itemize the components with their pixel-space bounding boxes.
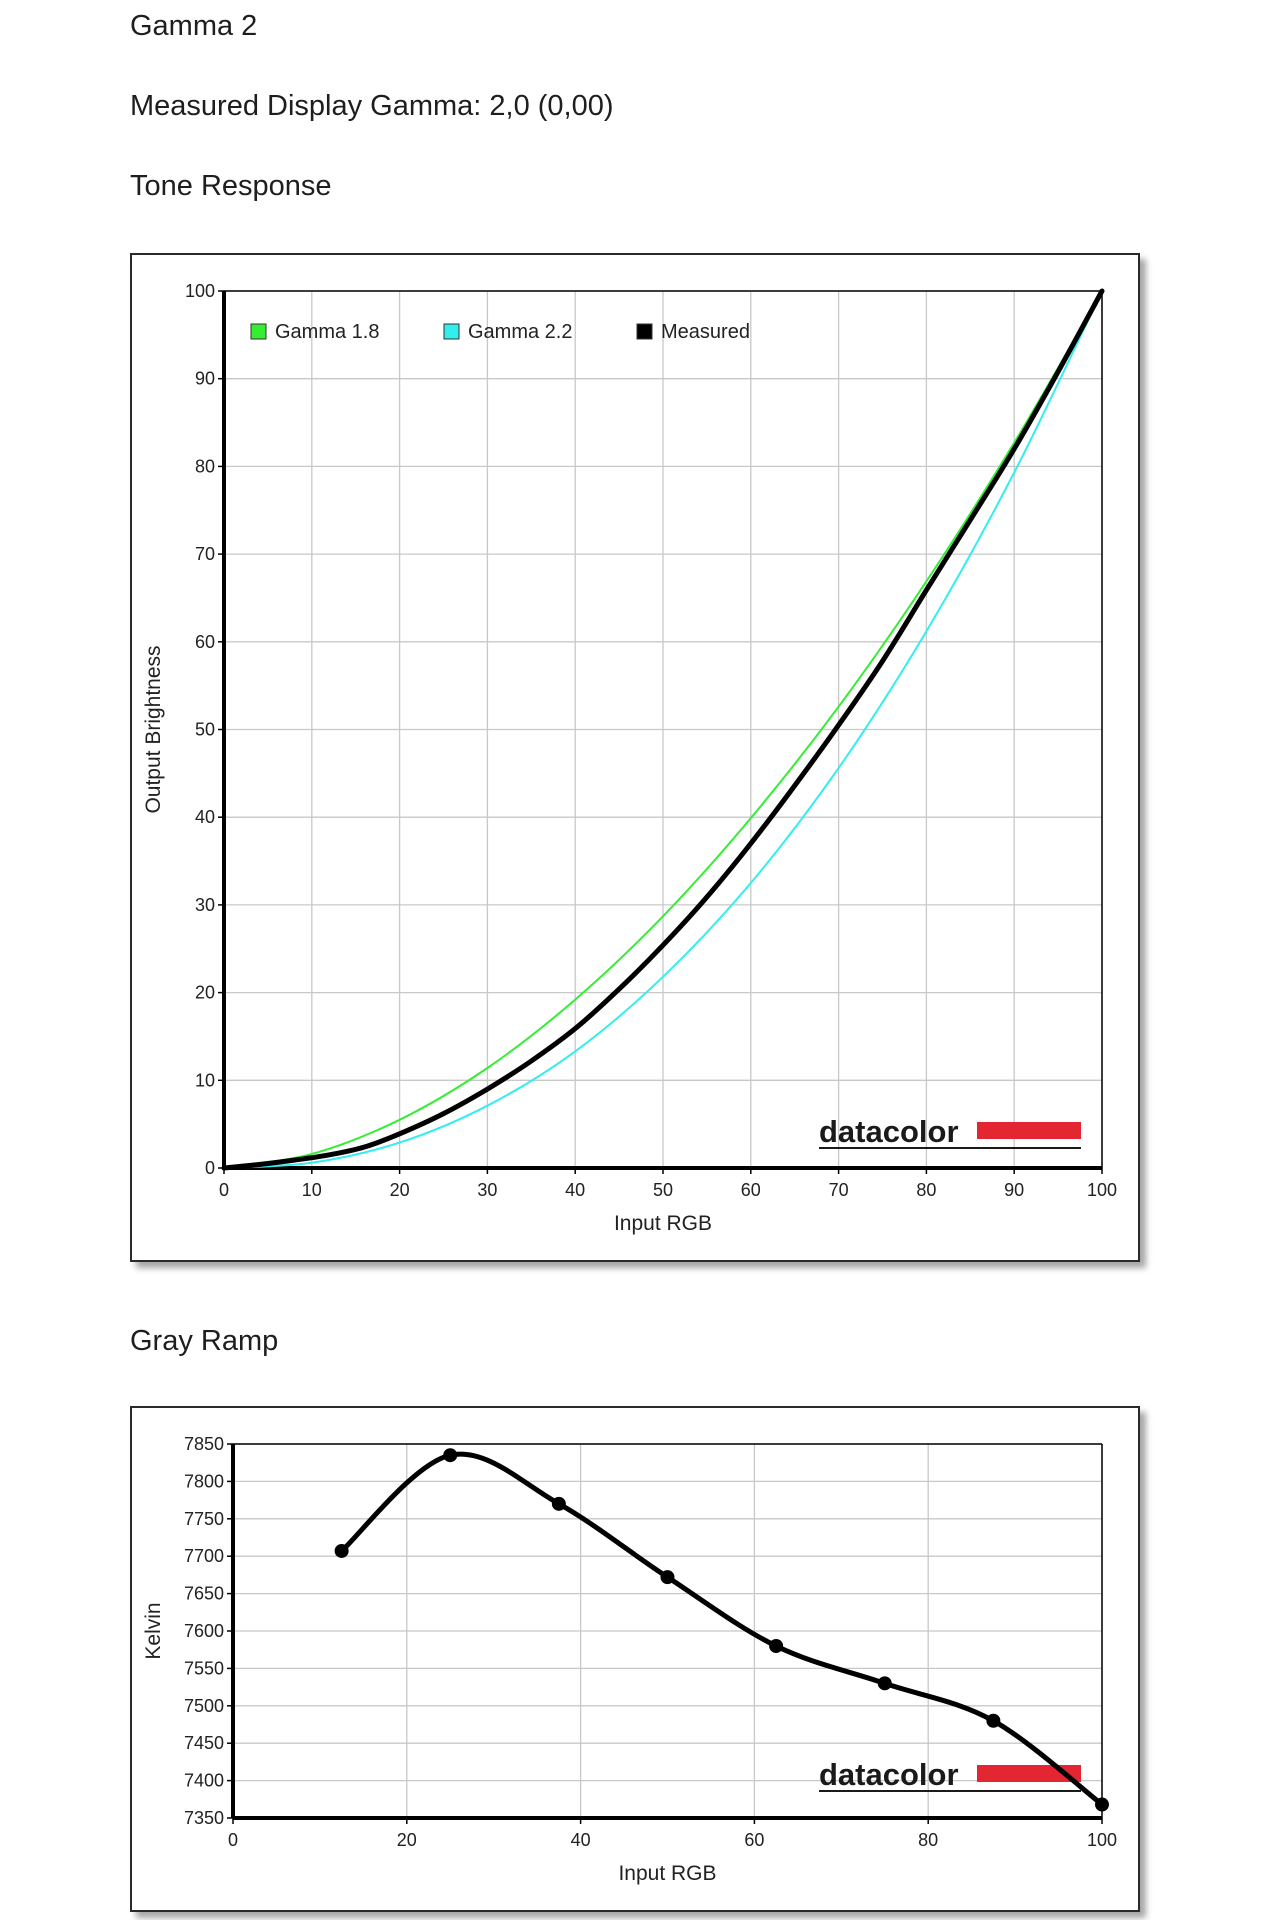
legend-label-measured: Measured: [661, 321, 750, 343]
y-tick-label: 40: [195, 807, 215, 827]
y-tick-label: 7450: [184, 1733, 224, 1753]
tone-response-panel: 0 10 20 30 40 50 60 70 80 90 100 0 10 20 30 40 50 60 70 80 9…: [130, 253, 1140, 1262]
y-tick-label: 7600: [184, 1621, 224, 1641]
x-tick-label: 0: [219, 1180, 229, 1200]
y-tick-label: 60: [195, 632, 215, 652]
y-tick-label: 0: [205, 1158, 215, 1178]
tone-response-heading: Tone Response: [130, 170, 332, 202]
gray-ramp-panel: 0 20 40 60 80 100 7350 7400 7450 7500 7550 7600 7650…: [130, 1406, 1140, 1912]
gray-ramp-heading: Gray Ramp: [130, 1325, 279, 1357]
x-tick-label: 50: [653, 1180, 673, 1200]
x-tick-label: 30: [477, 1180, 497, 1200]
x-tick-label: 70: [829, 1180, 849, 1200]
y-tick-label: 20: [195, 983, 215, 1003]
x-tick-label: 40: [565, 1180, 585, 1200]
datacolor-logo: datacolor: [819, 1757, 1081, 1792]
y-axis-label: Output Brightness: [142, 645, 165, 813]
data-point: [877, 1676, 892, 1691]
y-tick-label: 7400: [184, 1771, 224, 1791]
y-tick-label: 90: [195, 369, 215, 389]
gray-ramp-chart: 0 20 40 60 80 100 7350 7400 7450 7500 7550 7600 7650…: [142, 1434, 1117, 1885]
x-tick-label: 80: [916, 1180, 936, 1200]
y-tick-label: 10: [195, 1070, 215, 1090]
measured-gamma-text: Measured Display Gamma: 2,0 (0,00): [130, 90, 614, 122]
y-tick-label: 7750: [184, 1509, 224, 1529]
x-tick-label: 0: [228, 1830, 238, 1850]
datacolor-logo-bar: [977, 1122, 1081, 1139]
y-tick-label: 80: [195, 456, 215, 476]
y-tick-label: 7700: [184, 1546, 224, 1566]
x-tick-label: 100: [1087, 1180, 1117, 1200]
x-tick-label: 60: [741, 1180, 761, 1200]
y-tick-label: 7800: [184, 1471, 224, 1491]
data-point: [986, 1713, 1001, 1728]
measured-line: [221, 288, 1105, 1171]
page-title: Gamma 2: [130, 10, 258, 42]
x-tick-label: 20: [390, 1180, 410, 1200]
x-tick-label: 80: [918, 1830, 938, 1850]
y-tick-label: 7350: [184, 1808, 224, 1828]
y-tick-label: 100: [185, 281, 215, 301]
x-tick-label: 60: [744, 1830, 764, 1850]
y-axis-label: Kelvin: [142, 1602, 165, 1659]
data-point: [443, 1448, 458, 1463]
data-point: [1095, 1797, 1109, 1812]
data-point: [334, 1543, 349, 1558]
x-tick-label: 10: [302, 1180, 322, 1200]
x-tick-label: 20: [397, 1830, 417, 1850]
x-axis-label: Input RGB: [618, 1862, 716, 1885]
gamma-2-2-line: [223, 290, 1103, 1169]
datacolor-logo-text: datacolor: [819, 1114, 959, 1149]
y-tick-label: 50: [195, 720, 215, 740]
gamma-1-8-line: [223, 290, 1103, 1169]
legend-label-gamma-2-2: Gamma 2.2: [468, 321, 572, 343]
y-tick-label: 70: [195, 544, 215, 564]
data-point: [551, 1496, 566, 1511]
data-point: [769, 1638, 784, 1653]
x-axis-label: Input RGB: [614, 1212, 712, 1235]
legend-swatch-gamma-2-2: [443, 323, 460, 340]
y-tick-label: 30: [195, 895, 215, 915]
legend-swatch-measured: [636, 323, 653, 340]
y-tick-label: 7650: [184, 1584, 224, 1604]
y-tick-label: 7850: [184, 1434, 224, 1454]
series-line: [339, 1451, 1105, 1807]
datacolor-logo-text: datacolor: [819, 1757, 959, 1792]
legend-swatch-gamma-1-8: [250, 323, 267, 340]
y-tick-label: 7550: [184, 1658, 224, 1678]
x-tick-label: 40: [571, 1830, 591, 1850]
x-tick-label: 90: [1004, 1180, 1024, 1200]
tone-response-chart: 0 10 20 30 40 50 60 70 80 90 100 0 10 20 30 40 50 60 70 80 9…: [142, 281, 1117, 1235]
data-point: [660, 1570, 675, 1585]
y-tick-label: 7500: [184, 1696, 224, 1716]
x-tick-label: 100: [1087, 1830, 1117, 1850]
datacolor-logo: datacolor: [819, 1114, 1081, 1149]
datacolor-logo-bar: [977, 1765, 1081, 1782]
legend-label-gamma-1-8: Gamma 1.8: [275, 321, 379, 343]
